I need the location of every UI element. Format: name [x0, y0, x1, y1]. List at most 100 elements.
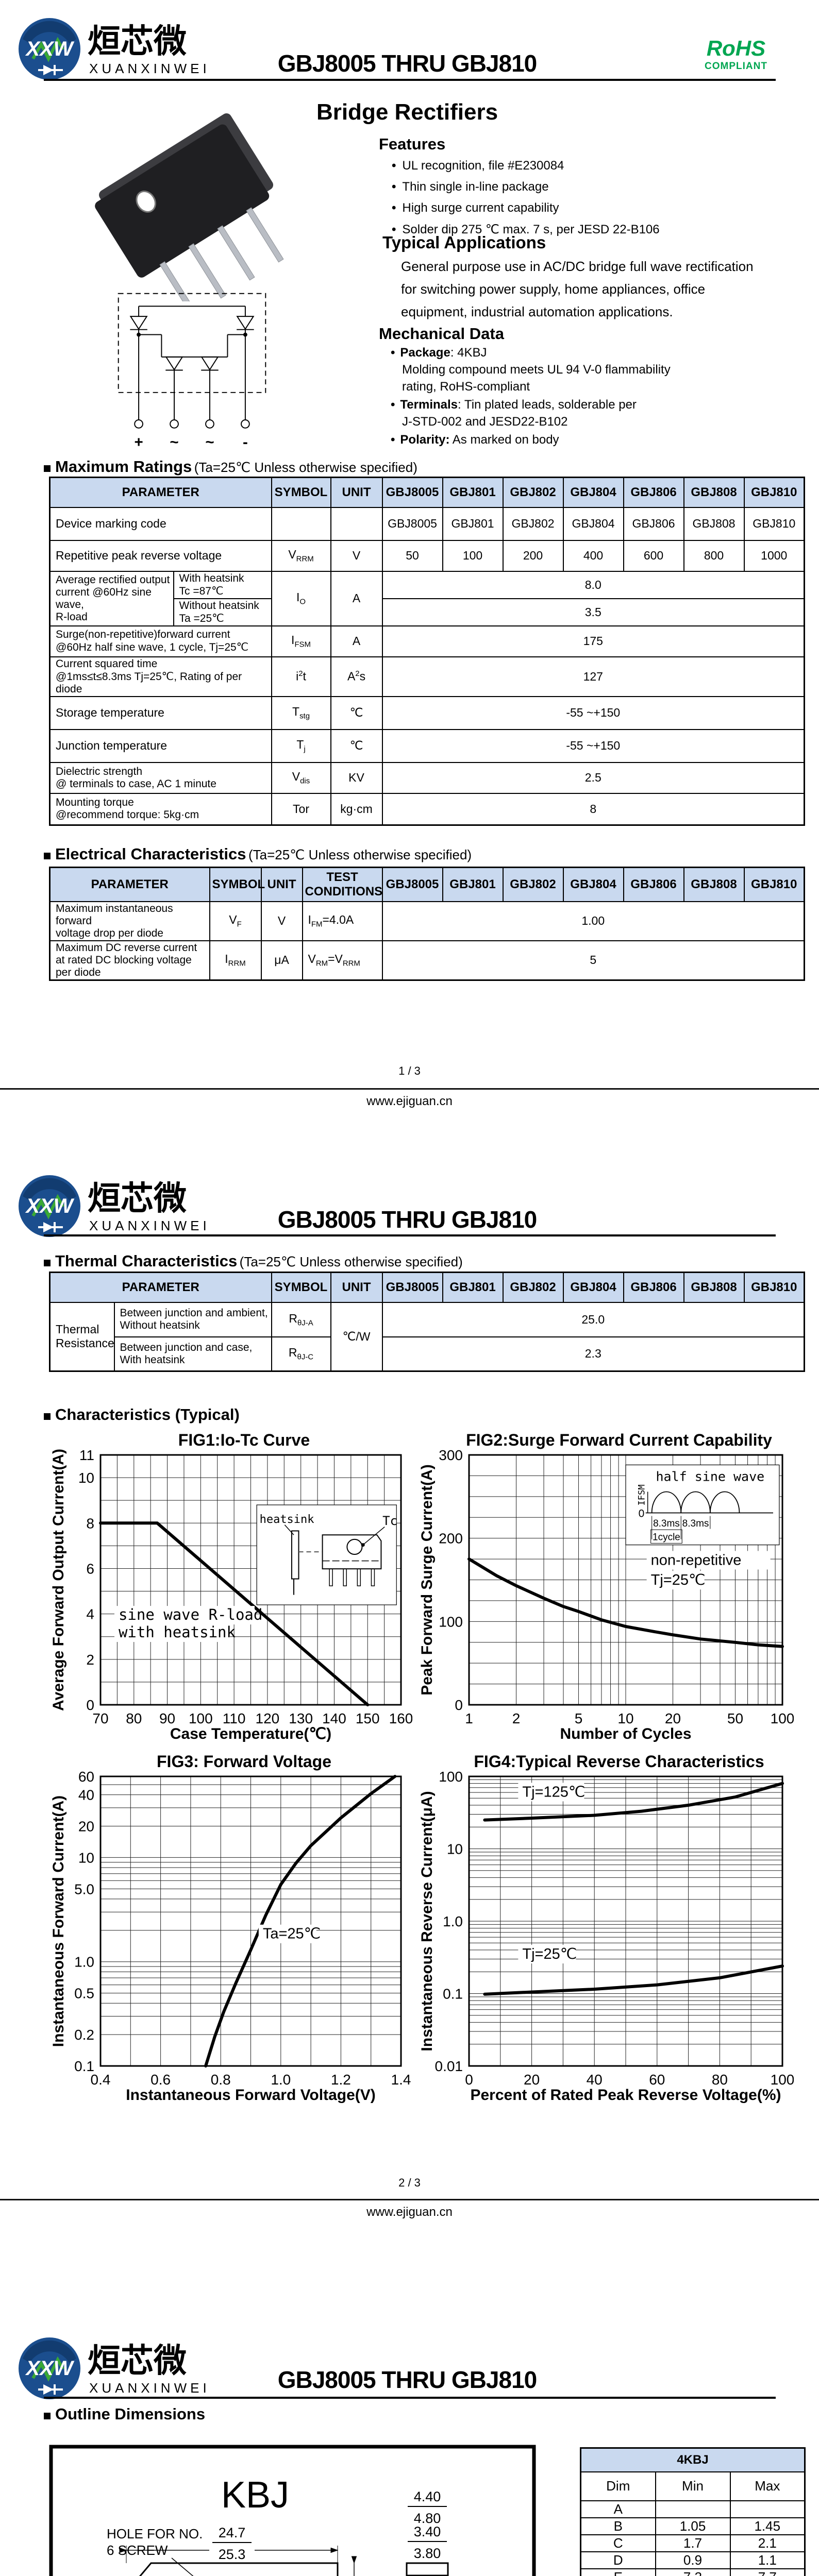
electrical-table: PARAMETER SYMBOL UNIT TEST CONDITIONS GBJ8005…	[49, 867, 805, 981]
svg-text:90: 90	[159, 1710, 175, 1726]
header-rule	[44, 1234, 776, 1236]
table-cell: 0.9	[655, 2551, 731, 2569]
table-cell: 5	[381, 940, 805, 980]
characteristics-title: Characteristics (Typical)	[55, 1405, 240, 1423]
x-axis-label: Instantaneous Forward Voltage(V)	[126, 2087, 376, 2104]
diode-icon	[38, 2384, 63, 2395]
svg-text:烜芯微: 烜芯微	[88, 23, 187, 61]
series-IFSM	[467, 1557, 784, 1648]
table-cell: 8	[381, 792, 805, 826]
svg-text:8.3ms: 8.3ms	[682, 1518, 709, 1529]
table-cell: 400	[562, 539, 624, 572]
svg-text:20: 20	[524, 2072, 540, 2088]
svg-text:6: 6	[86, 1561, 94, 1577]
table-cell: VF	[209, 901, 262, 941]
table-cell: 200	[502, 539, 564, 572]
table-cell: GBJ810	[743, 506, 805, 541]
table-cell: GBJ810	[743, 477, 805, 508]
mech-item-cont: Molding compound meets UL 94 V-0 flammab…	[402, 363, 671, 377]
table-cell: ℃	[330, 696, 383, 730]
svg-text:3.80: 3.80	[414, 2546, 441, 2561]
table-cell: 8.0	[381, 570, 805, 599]
table-cell: GBJ8005	[381, 867, 443, 902]
max-ratings-title: Maximum Ratings	[55, 457, 192, 476]
svg-text:20: 20	[78, 1819, 94, 1835]
table-cell: 2.5	[381, 761, 805, 794]
table-cell: GBJ808	[683, 477, 745, 508]
svg-text:8.3ms: 8.3ms	[653, 1518, 680, 1529]
table-cell: 1000	[743, 539, 805, 572]
svg-text:0.4: 0.4	[91, 2072, 111, 2088]
svg-text:1.2: 1.2	[331, 2072, 351, 2088]
svg-text:5: 5	[575, 1710, 583, 1726]
fig3-forward-voltage: 0.4 0.6 0.8 1.0 1.2 1.4 0.1 0.2 0.5 1.0 5.0 10 20 40 6…	[49, 1750, 412, 2109]
table-cell: Between junction and ambient, Without hea…	[113, 1301, 272, 1337]
table-cell: Tor	[271, 792, 331, 826]
max-ratings-cond: (Ta=25℃ Unless otherwise specified)	[194, 460, 417, 475]
page-number: 2 / 3	[398, 2176, 421, 2189]
table-cell: GBJ810	[743, 1272, 805, 1303]
thermal-table: PARAMETER SYMBOL UNIT GBJ8005 GBJ801 GBJ802 GB…	[49, 1272, 806, 1372]
svg-text:24.7: 24.7	[219, 2525, 246, 2540]
table-cell: Between junction and case, With heatsink	[113, 1336, 272, 1372]
terminal-label: -	[243, 434, 248, 451]
table-cell: ℃/W	[330, 1301, 383, 1372]
svg-text:80: 80	[126, 1710, 142, 1726]
outline-title: Outline Dimensions	[55, 2405, 206, 2423]
table-cell: Maximum instantaneous forward voltage dro…	[49, 901, 210, 941]
dimension-table: 4KBJDimMinMaxAB1.051.45C1.72.1D0.91.1E7.…	[580, 2447, 806, 2576]
table-cell: 1.45	[729, 2517, 806, 2535]
svg-text:140: 140	[322, 1710, 346, 1726]
y-axis-label: Instantaneous Forward Current(A)	[50, 1795, 67, 2047]
table-cell: GBJ8005	[381, 477, 443, 508]
fig2-surge-current: 1 2 5 10 20 50 100 0 100 200 300 Number of Cycles Pe…	[417, 1428, 794, 1748]
max-ratings-table: PARAMETER SYMBOL UNIT GBJ8005 GBJ801 GBJ802 GB…	[49, 477, 806, 826]
table-cell: Vdis	[271, 761, 331, 794]
table-cell: Tstg	[271, 696, 331, 730]
table-cell: Without heatsink Ta =25℃	[173, 598, 272, 626]
table-cell: Dim	[580, 2471, 656, 2501]
table-cell: Thermal Resistance	[49, 1301, 115, 1372]
table-cell: V	[260, 901, 303, 941]
svg-text:20: 20	[665, 1710, 681, 1726]
fig1-inset: heatsink Tc	[256, 1504, 397, 1605]
svg-text:XUANXINWEI: XUANXINWEI	[89, 2380, 210, 2396]
svg-text:5.0: 5.0	[74, 1881, 94, 1897]
table-cell: D	[580, 2551, 656, 2569]
table-cell: GBJ8005	[381, 506, 443, 541]
table-cell: 127	[381, 656, 805, 697]
svg-text:heatsink: heatsink	[260, 1513, 314, 1526]
svg-text:100: 100	[439, 1769, 463, 1785]
table-cell: A	[330, 570, 383, 626]
table-cell: VRM=VRRM	[302, 940, 383, 980]
svg-text:2: 2	[86, 1652, 94, 1668]
figure-title: FIG3: Forward Voltage	[157, 1752, 331, 1771]
square-bullet-icon	[44, 853, 51, 859]
doc-title: GBJ8005 THRU GBJ810	[277, 50, 538, 77]
table-cell: GBJ806	[623, 867, 684, 902]
svg-text:80: 80	[712, 2072, 728, 2088]
table-cell: μA	[260, 940, 303, 980]
drawing-border	[49, 2445, 536, 2576]
svg-text:0.2: 0.2	[74, 2027, 94, 2043]
svg-text:Tc: Tc	[382, 1514, 397, 1528]
y-axis-label: Peak Forward Surge Current(A)	[419, 1464, 436, 1695]
logo-svg: XXW 烜芯微 XUANXINWEI	[19, 1175, 207, 1237]
doc-title: GBJ8005 THRU GBJ810	[277, 1206, 538, 1233]
svg-text:0.6: 0.6	[151, 2072, 171, 2088]
fig4-reverse-characteristics: 0 20 40 60 80 100 0.01 0.1 1.0 10 100 Percent of Ra…	[417, 1750, 794, 2109]
footer-rule	[0, 1088, 819, 1090]
table-cell: A2s	[330, 656, 383, 697]
y-axis-label: Instantaneous Reverse Current(μA)	[419, 1791, 436, 2051]
table-cell: KV	[330, 761, 383, 794]
svg-text:1.4: 1.4	[391, 2072, 411, 2088]
table-cell: GBJ802	[502, 477, 564, 508]
rohs-text: RoHS	[706, 36, 766, 60]
table-cell: GBJ802	[502, 867, 564, 902]
doc-title: GBJ8005 THRU GBJ810	[277, 2366, 538, 2393]
table-cell: GBJ804	[562, 477, 624, 508]
square-bullet-icon	[44, 2413, 51, 2419]
